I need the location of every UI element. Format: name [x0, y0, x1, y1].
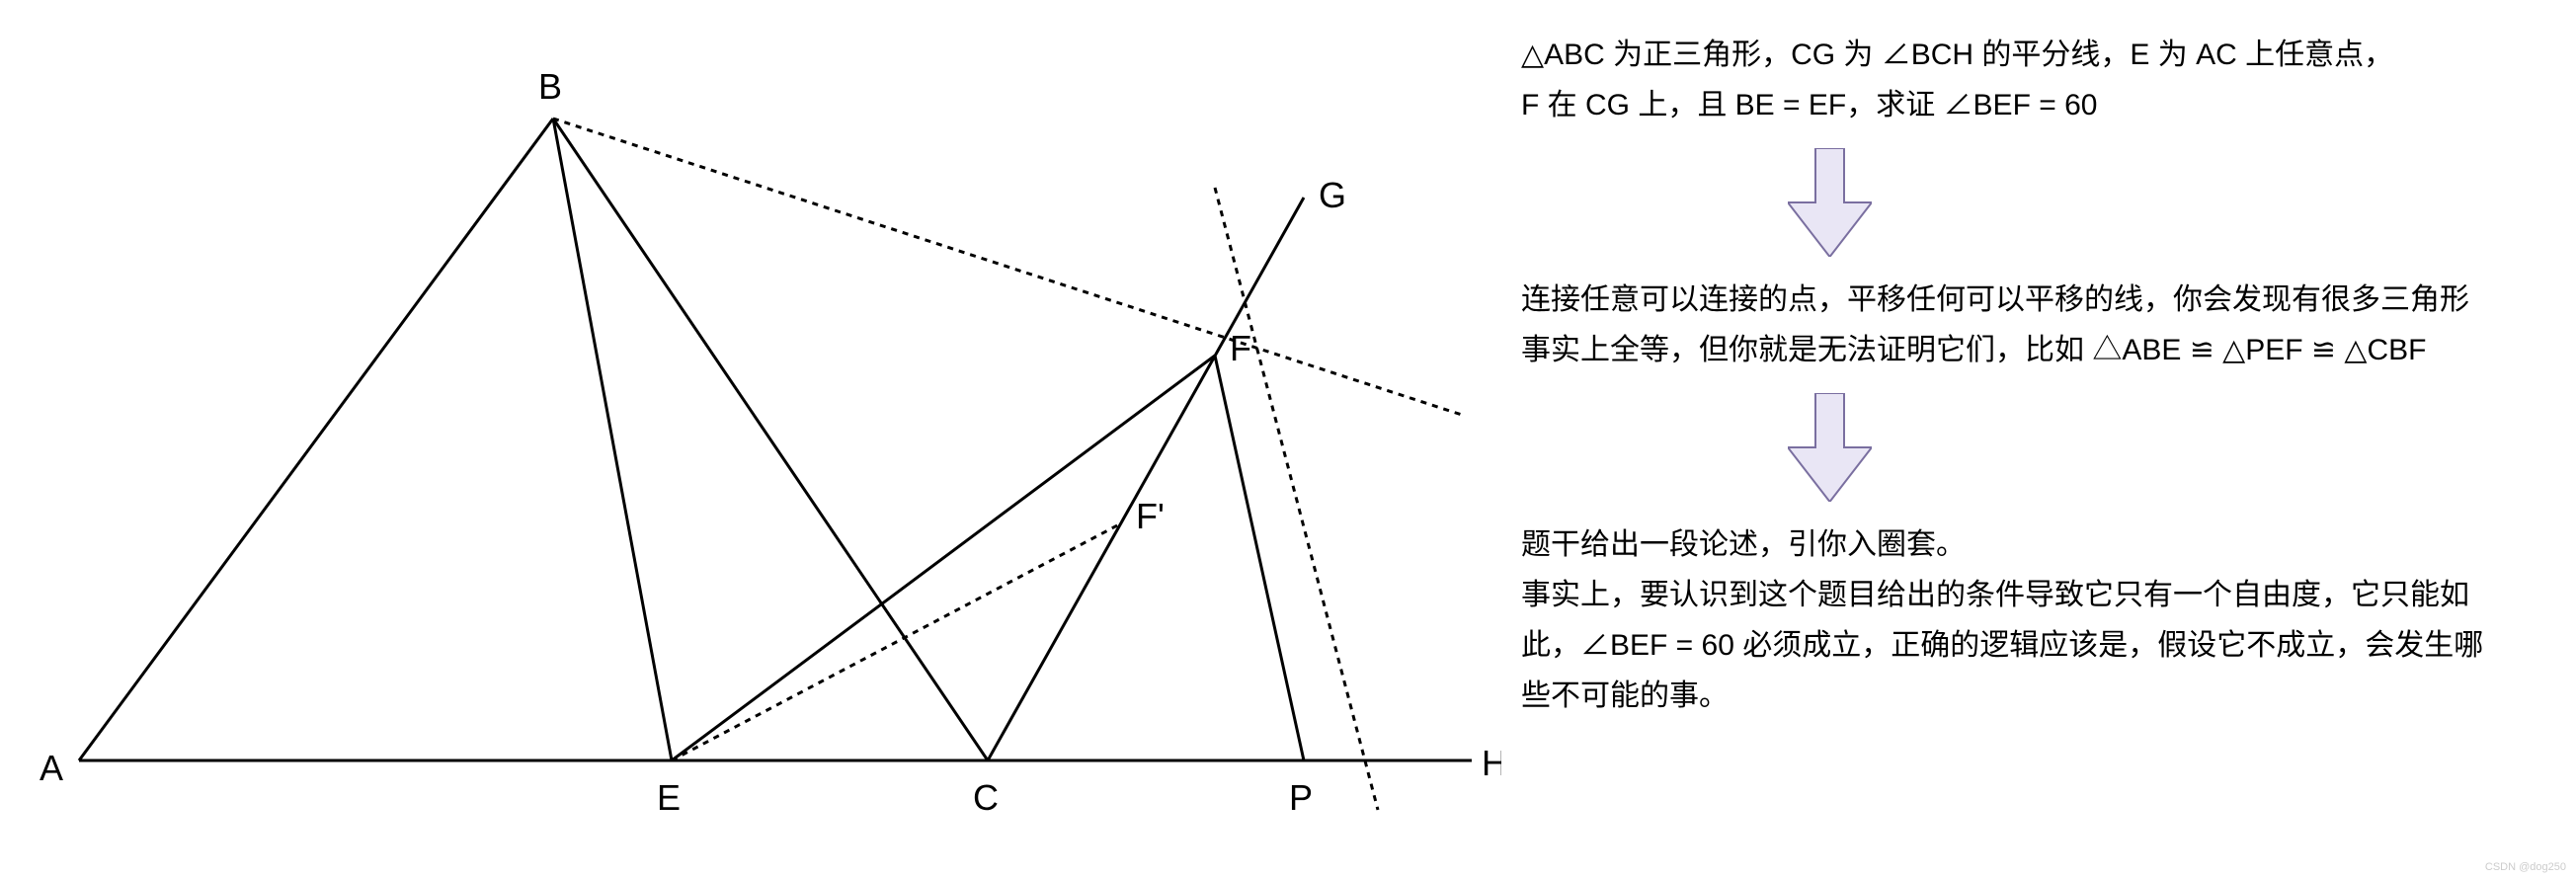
svg-text:F: F: [1230, 328, 1251, 368]
svg-text:H: H: [1482, 743, 1501, 783]
arrow-2-container: [1521, 393, 2517, 502]
problem-statement: △ABC 为正三角形，CG 为 ∠BCH 的平分线，E 为 AC 上任意点， F…: [1521, 30, 2517, 130]
down-arrow-icon: [1788, 393, 1872, 502]
watermark: CSDN @dog250: [2485, 861, 2566, 873]
text-line: 连接任意可以连接的点，平移任何可以平移的线，你会发现有很多三角形: [1521, 275, 2517, 325]
text-line: 些不可能的事。: [1521, 671, 2517, 721]
svg-text:F': F': [1136, 496, 1165, 536]
svg-text:A: A: [40, 748, 63, 788]
svg-text:C: C: [973, 777, 999, 818]
explanation-area: △ABC 为正三角形，CG 为 ∠BCH 的平分线，E 为 AC 上任意点， F…: [1501, 0, 2576, 879]
conclusion-block: 题干给出一段论述，引你入圈套。 事实上，要认识到这个题目给出的条件导致它只有一个…: [1521, 519, 2517, 721]
text-line: F 在 CG 上，且 BE = EF，求证 ∠BEF = 60: [1521, 80, 2517, 130]
text-line: 事实上全等，但你就是无法证明它们，比如 △ABE ≌ △PEF ≌ △CBF: [1521, 325, 2517, 375]
diagram-svg: A B C E H G F F' P: [0, 0, 1501, 879]
text-line: △ABC 为正三角形，CG 为 ∠BCH 的平分线，E 为 AC 上任意点，: [1521, 30, 2517, 80]
analysis-block: 连接任意可以连接的点，平移任何可以平移的线，你会发现有很多三角形 事实上全等，但…: [1521, 275, 2517, 375]
svg-text:G: G: [1319, 175, 1346, 215]
text-line: 此，∠BEF = 60 必须成立，正确的逻辑应该是，假设它不成立，会发生哪: [1521, 620, 2517, 671]
arrow-1-container: [1521, 148, 2517, 257]
down-arrow-icon: [1788, 148, 1872, 257]
svg-text:P: P: [1289, 777, 1313, 818]
geometry-diagram: A B C E H G F F' P: [0, 0, 1501, 879]
svg-text:B: B: [538, 66, 562, 107]
text-line: 题干给出一段论述，引你入圈套。: [1521, 519, 2517, 570]
svg-text:E: E: [657, 777, 681, 818]
text-line: 事实上，要认识到这个题目给出的条件导致它只有一个自由度，它只能如: [1521, 570, 2517, 620]
main-container: A B C E H G F F' P △ABC 为正三角形，CG 为 ∠BCH 的平分线，E 为…: [0, 0, 2576, 879]
